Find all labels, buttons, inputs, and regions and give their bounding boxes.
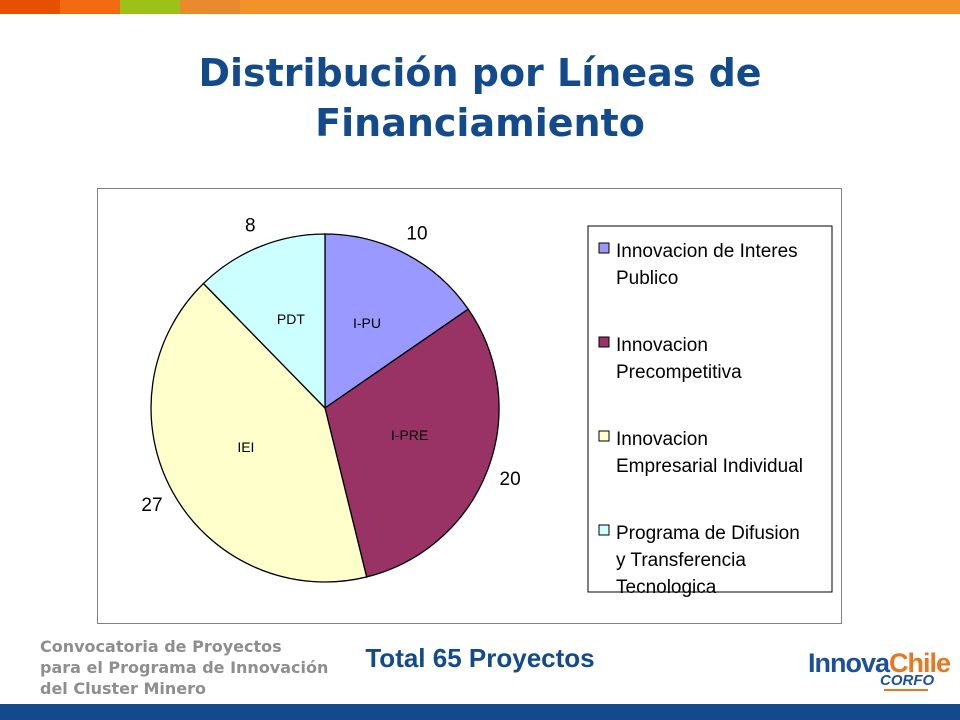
legend-swatch <box>598 336 610 348</box>
legend-label: Tecnologica <box>616 577 717 598</box>
bottom-color-bar <box>0 704 960 720</box>
slice-value-label: 10 <box>406 224 427 245</box>
slice-name-label: IEI <box>237 439 254 455</box>
legend-label: y Transferencia <box>616 550 746 571</box>
pie-slice <box>202 233 326 410</box>
legend-label: Empresarial Individual <box>616 456 803 477</box>
legend-label: Precompetitiva <box>616 362 742 383</box>
legend-label: Innovacion <box>616 429 708 450</box>
legend-swatch <box>598 242 610 254</box>
legend-label: Publico <box>616 268 678 289</box>
logo-sub: CORFO <box>880 672 935 689</box>
slice-value-label: 8 <box>245 216 256 237</box>
top-color-bar <box>0 0 960 14</box>
pie-slice <box>324 233 470 410</box>
legend-swatch <box>598 430 610 442</box>
legend-swatch <box>598 524 610 536</box>
footer-caption: Convocatoria de Proyectos para el Progra… <box>40 636 329 699</box>
slice-value-label: 20 <box>500 469 521 490</box>
slide-title: Distribución por Líneas de Financiamient… <box>198 51 762 145</box>
pie-chart: I-PU 10 I-PRE 20 IEI 27 PDT 8 Innovacion de Int… <box>97 188 842 624</box>
slice-name-label: I-PU <box>353 315 381 331</box>
slice-value-label: 27 <box>141 495 162 516</box>
pie-slice <box>150 282 368 583</box>
legend-label: Innovacion de Interes <box>616 241 798 262</box>
top-bar-segment <box>120 0 180 14</box>
footer-line: del Cluster Minero <box>40 679 206 698</box>
footer-line: Convocatoria de Proyectos <box>40 637 282 656</box>
logo-brand-part1: Innova <box>808 648 890 678</box>
footer-line: para el Programa de Innovación <box>40 658 329 677</box>
logo-brand-part2: Chile <box>889 648 951 678</box>
total-projects-label: Total 65 Proyectos <box>365 643 595 673</box>
logo-brand: InnovaChile <box>808 648 951 679</box>
slice-name-label: PDT <box>277 311 305 327</box>
legend-label: Innovacion <box>616 335 708 356</box>
innovachile-corfo-logo: InnovaChile CORFO <box>800 648 951 696</box>
pie-slice <box>324 308 500 578</box>
legend-box <box>587 225 833 593</box>
top-bar-segment <box>240 0 960 14</box>
logo-underline <box>884 689 928 691</box>
top-bar-segment <box>180 0 240 14</box>
top-bar-segment <box>60 0 120 14</box>
top-bar-segment <box>0 0 60 14</box>
legend-label: Programa de Difusion <box>616 523 800 544</box>
slice-name-label: I-PRE <box>391 427 428 443</box>
